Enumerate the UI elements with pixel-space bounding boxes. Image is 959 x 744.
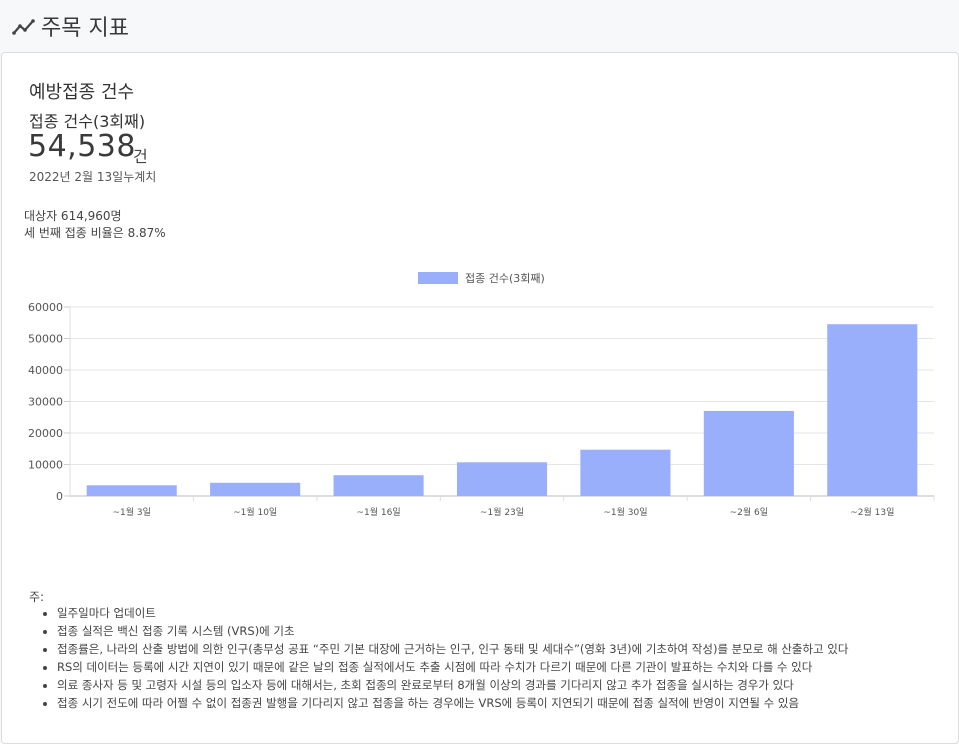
x-tick-label: ~2월 13일 bbox=[850, 506, 894, 518]
third-dose-ratio: 세 번째 접종 비율은 8.87% bbox=[24, 226, 166, 240]
count-unit: 건 bbox=[133, 147, 148, 166]
y-tick-label: 30000 bbox=[28, 396, 63, 409]
legend-swatch bbox=[418, 272, 458, 284]
y-tick-label: 0 bbox=[56, 490, 63, 503]
bar-chart: 접종 건수(3회째) 60000 50000 40000 30000 20000 10000… bbox=[28, 272, 935, 518]
trend-line-icon bbox=[12, 19, 35, 35]
y-tick-label: 20000 bbox=[28, 427, 63, 440]
notes-list: 일주일마다 업데이트 접종 실적은 백신 접종 기록 시스템 (VRS)에 기초… bbox=[39, 604, 957, 712]
page-header: 주목 지표 bbox=[0, 0, 959, 52]
x-tick-label: ~1월 10일 bbox=[233, 506, 277, 518]
bar-3 bbox=[456, 462, 548, 496]
bar-5 bbox=[703, 410, 794, 496]
vaccination-count: 54,538 bbox=[28, 129, 136, 164]
bar-6 bbox=[827, 324, 918, 496]
x-tick-label: ~1월 3일 bbox=[113, 506, 151, 518]
target-population: 대상자 614,960명 bbox=[24, 209, 122, 223]
bar-4 bbox=[580, 449, 671, 496]
y-tick-label: 40000 bbox=[28, 364, 63, 377]
indicator-card: 예방접종 건수 접종 건수(3회째) 54,538 건 2022년 2월 13일… bbox=[1, 52, 959, 744]
card-heading: 예방접종 건수 bbox=[29, 82, 135, 103]
y-tick-label: 50000 bbox=[28, 333, 63, 346]
as-of-date: 2022년 2월 13일누계치 bbox=[29, 170, 157, 184]
bar-0 bbox=[86, 485, 177, 496]
bar-2 bbox=[333, 475, 424, 496]
x-tick-label: ~1월 30일 bbox=[603, 506, 647, 518]
note-item: 접종률은, 나라의 산출 방법에 의한 인구(총무성 공표 “주민 기본 대장에… bbox=[57, 640, 957, 658]
legend-label: 접종 건수(3회째) bbox=[465, 272, 545, 285]
page-title: 주목 지표 bbox=[41, 16, 129, 41]
bar-1 bbox=[210, 482, 301, 496]
note-item: 일주일마다 업데이트 bbox=[57, 604, 957, 622]
notes-label: 주: bbox=[29, 590, 45, 604]
note-item: 접종 시기 전도에 따라 어쩔 수 없이 접종권 발행을 기다리지 않고 접종을… bbox=[57, 694, 957, 712]
note-item: 접종 실적은 백신 접종 기록 시스템 (VRS)에 기초 bbox=[57, 622, 957, 640]
x-tick-label: ~1월 16일 bbox=[357, 506, 401, 518]
note-item: 의료 종사자 등 및 고령자 시설 등의 입소자 등에 대해서는, 초회 접종의… bbox=[57, 676, 957, 694]
x-tick-label: ~1월 23일 bbox=[480, 506, 524, 518]
y-tick-label: 10000 bbox=[28, 459, 63, 472]
x-tick-label: ~2월 6일 bbox=[730, 506, 768, 518]
card-subheading: 접종 건수(3회째) bbox=[29, 112, 146, 131]
y-tick-label: 60000 bbox=[28, 301, 63, 314]
note-item: RS의 데이터는 등록에 시간 지연이 있기 때문에 같은 날의 접종 실적에서… bbox=[57, 658, 957, 676]
